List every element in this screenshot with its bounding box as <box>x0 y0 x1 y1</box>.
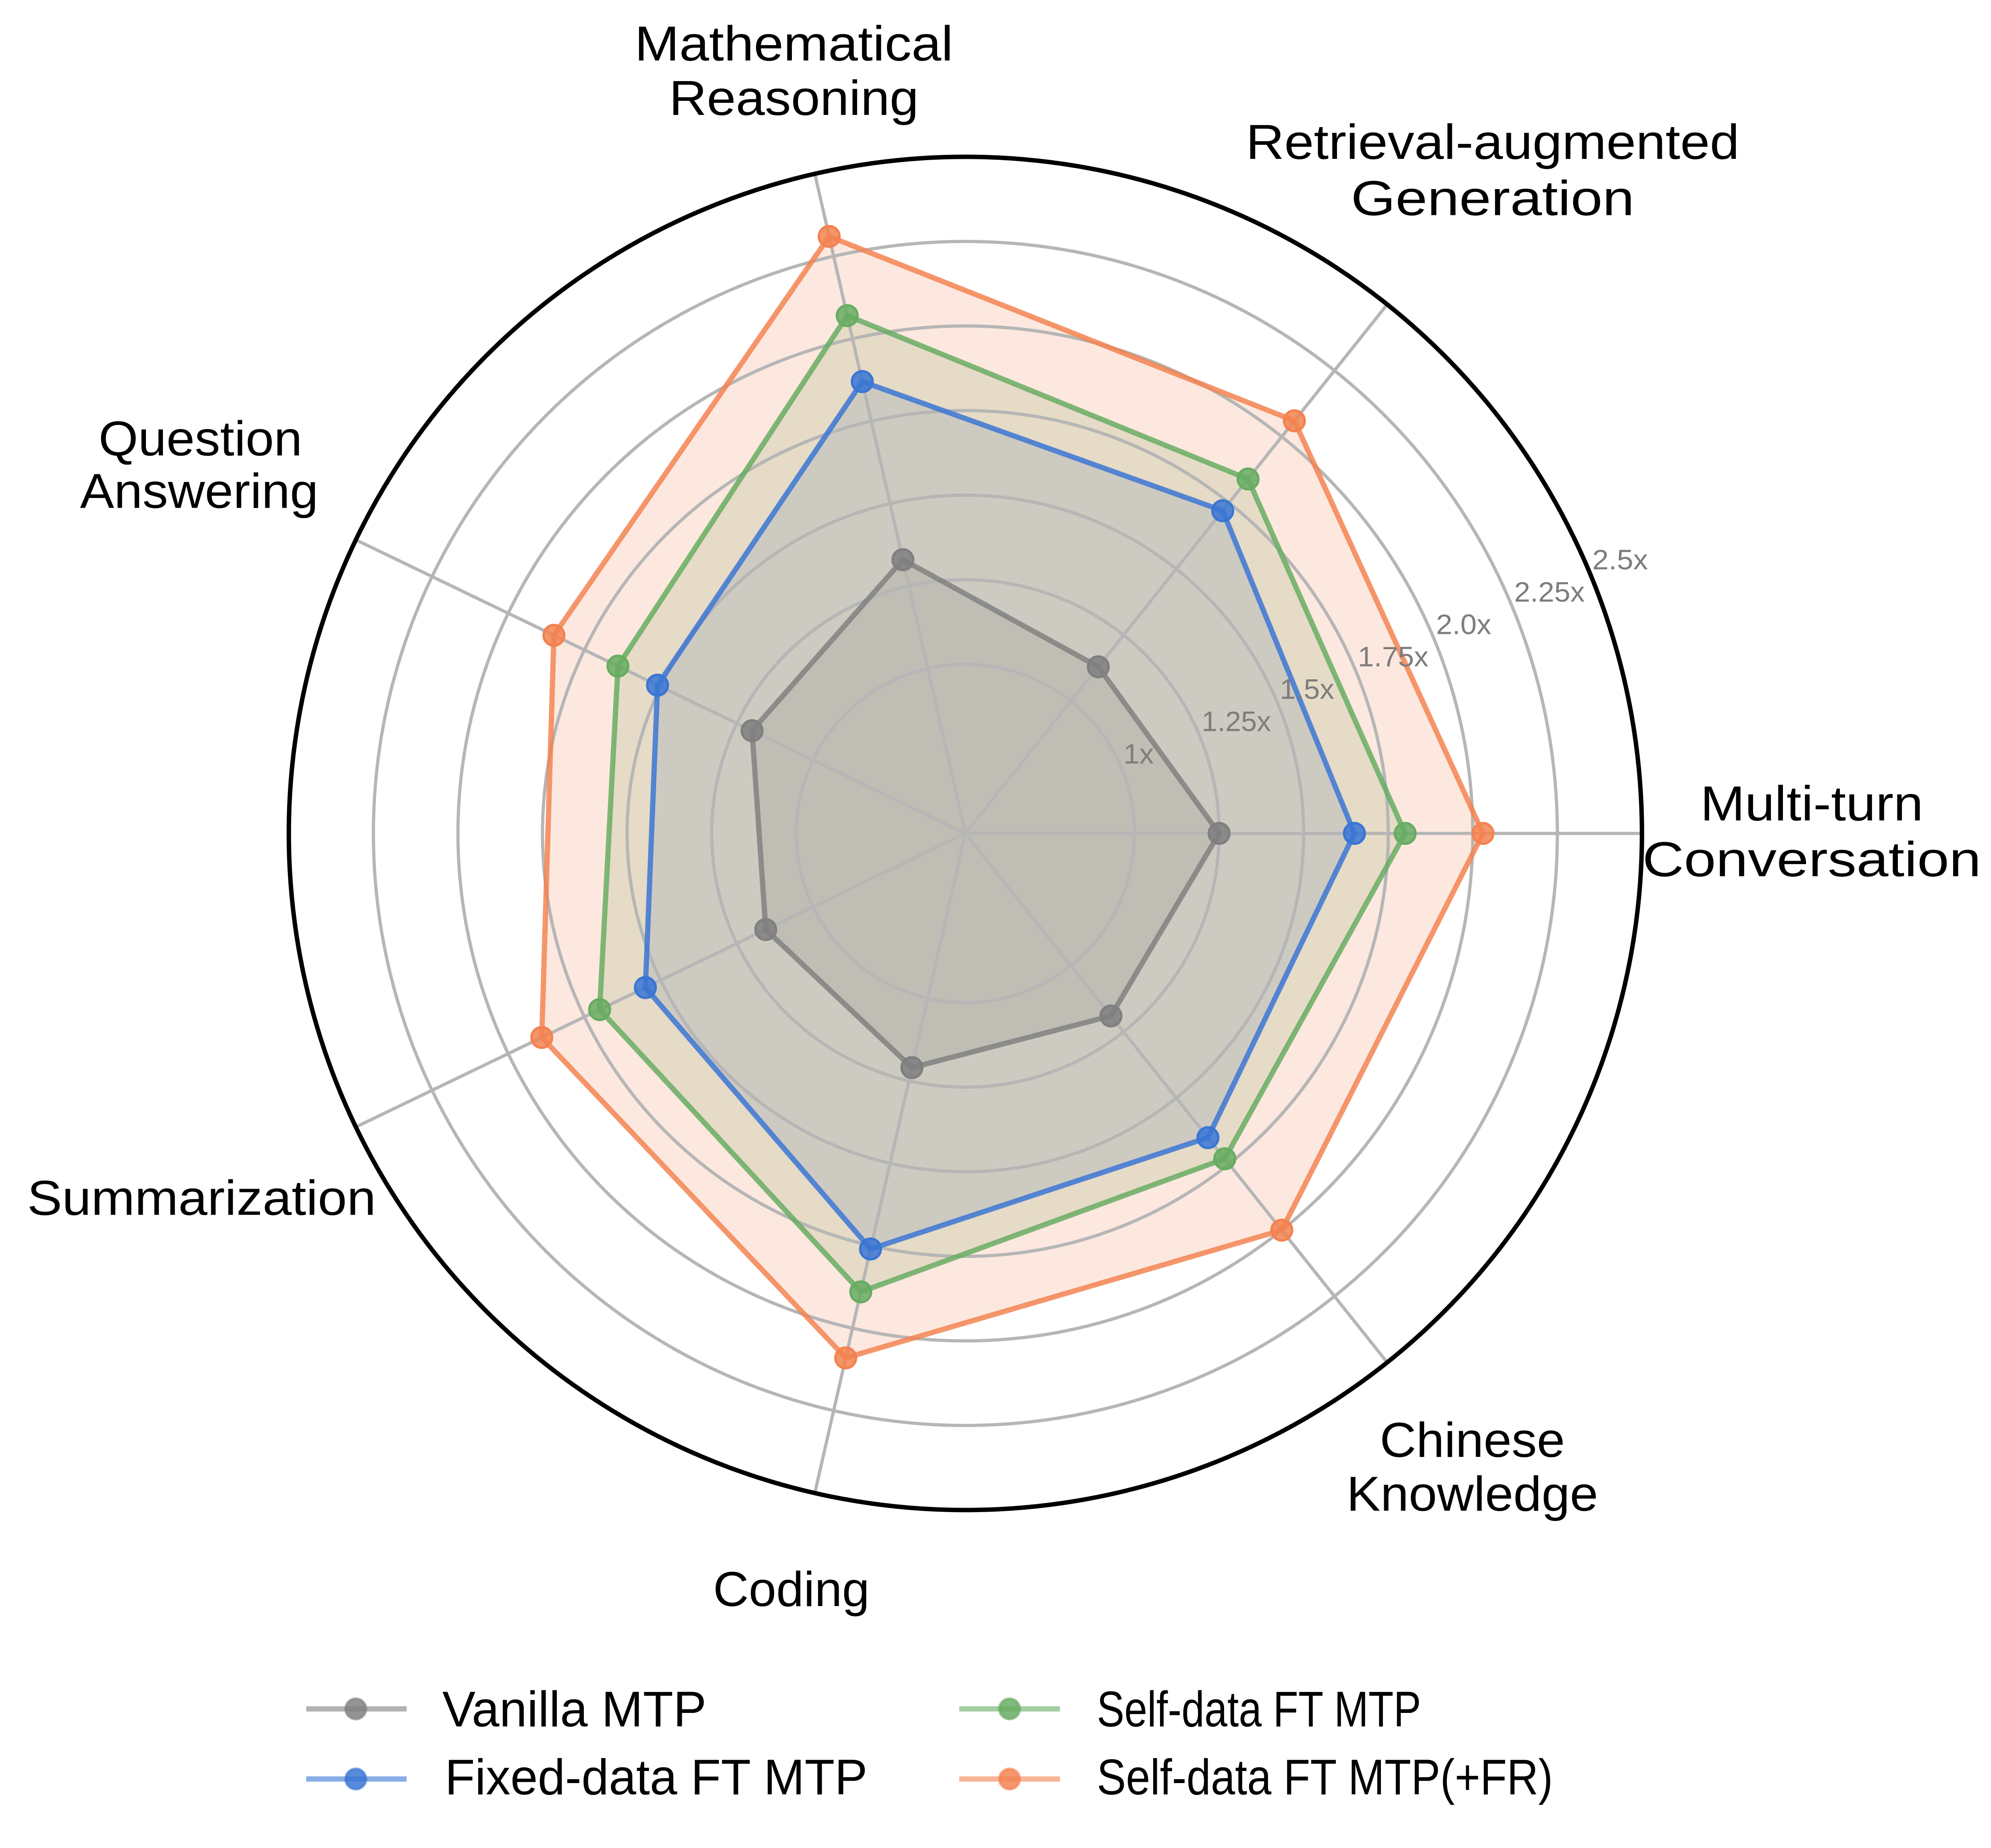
svg-text:Self-data FT MTP(+FR): Self-data FT MTP(+FR) <box>1097 1750 1553 1805</box>
svg-text:Conversation: Conversation <box>1643 832 1981 887</box>
svg-text:1.75x: 1.75x <box>1358 641 1429 673</box>
svg-text:Vanilla MTP: Vanilla MTP <box>442 1682 706 1738</box>
svg-text:Multi-turn: Multi-turn <box>1700 776 1923 831</box>
svg-text:2.0x: 2.0x <box>1436 608 1491 640</box>
svg-text:Summarization: Summarization <box>27 1171 376 1225</box>
svg-text:2.25x: 2.25x <box>1514 576 1585 608</box>
svg-text:Reasoning: Reasoning <box>669 71 919 125</box>
svg-text:Answering: Answering <box>80 464 319 519</box>
svg-text:Coding: Coding <box>713 1562 870 1617</box>
svg-text:Knowledge: Knowledge <box>1347 1467 1598 1521</box>
svg-text:Generation: Generation <box>1351 171 1635 226</box>
svg-text:1.5x: 1.5x <box>1280 673 1334 705</box>
svg-text:1.25x: 1.25x <box>1202 706 1271 737</box>
svg-text:Fixed-data FT MTP: Fixed-data FT MTP <box>445 1750 867 1805</box>
svg-text:Question: Question <box>99 411 302 466</box>
svg-text:Self-data FT MTP: Self-data FT MTP <box>1097 1682 1421 1738</box>
svg-text:Retrieval-augmented: Retrieval-augmented <box>1246 115 1739 169</box>
svg-text:1x: 1x <box>1124 738 1154 770</box>
svg-text:Chinese: Chinese <box>1380 1413 1565 1467</box>
svg-text:2.5x: 2.5x <box>1592 544 1648 575</box>
svg-text:Mathematical: Mathematical <box>635 16 953 71</box>
